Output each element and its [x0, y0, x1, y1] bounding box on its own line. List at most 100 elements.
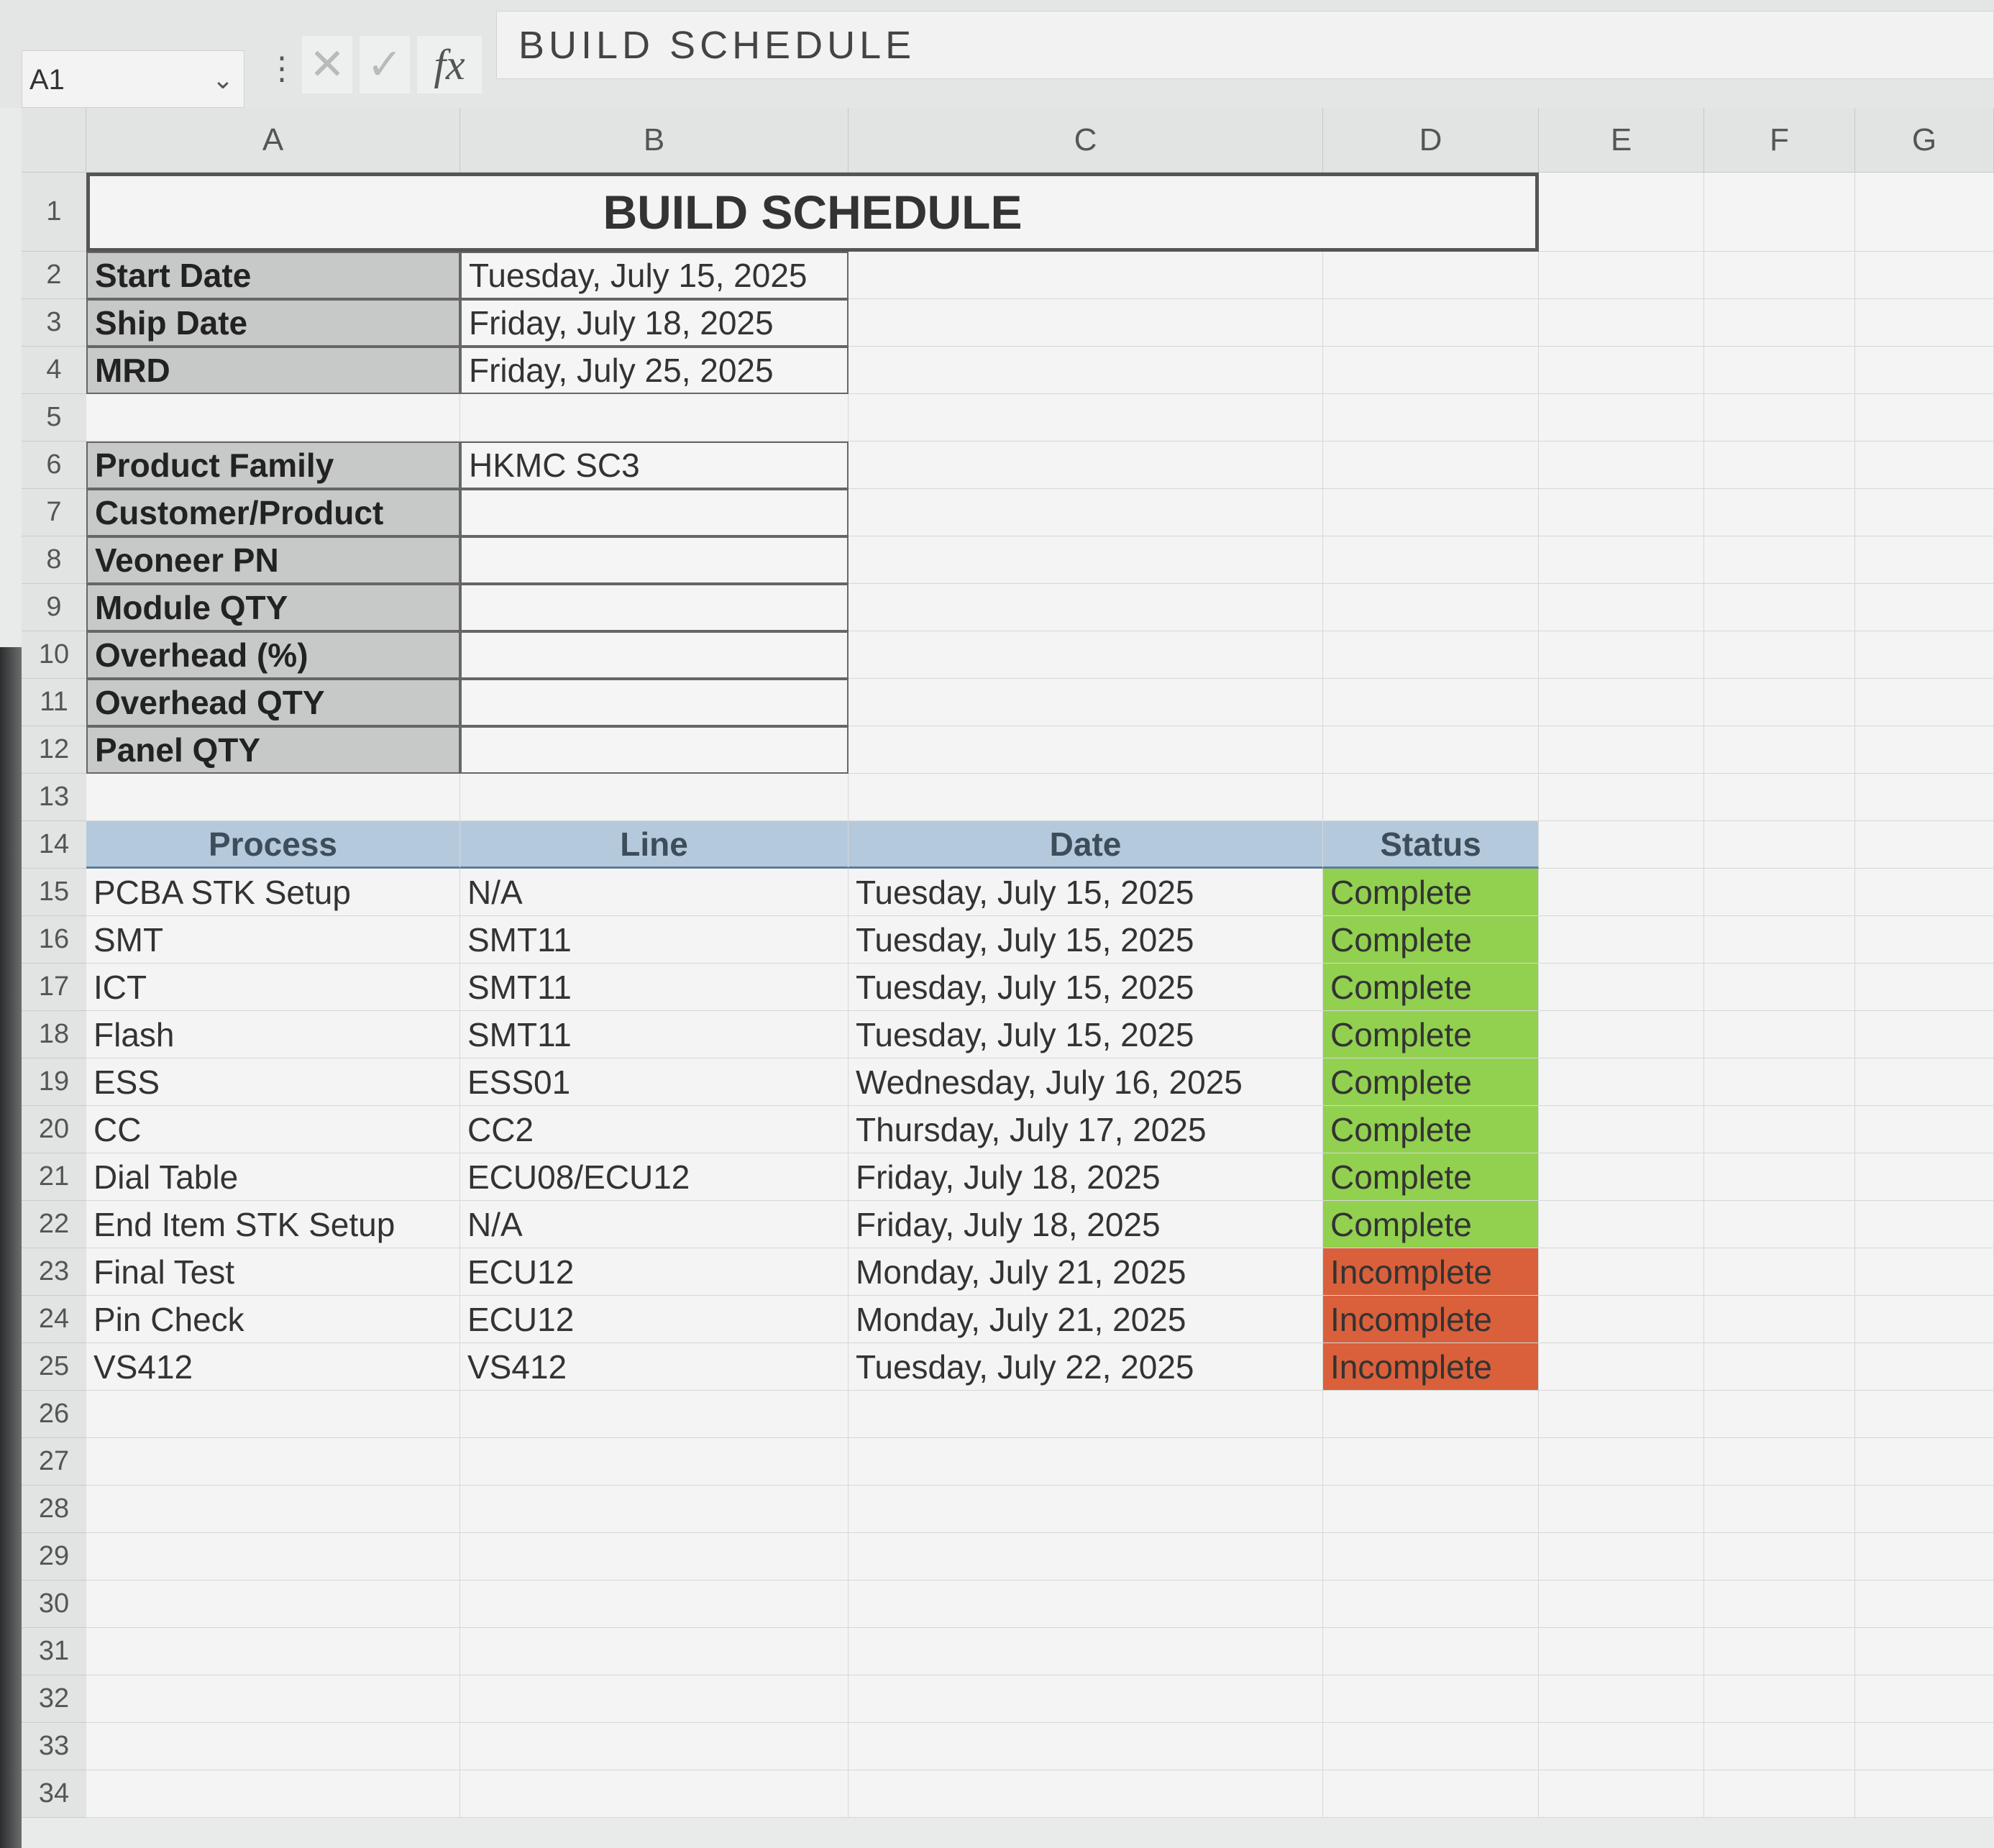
cell[interactable] — [1855, 1391, 1994, 1438]
cell[interactable] — [460, 1581, 849, 1628]
cancel-icon[interactable]: ✕ — [302, 36, 352, 93]
cell[interactable] — [86, 394, 460, 442]
status-cell[interactable]: Incomplete — [1323, 1248, 1539, 1296]
process-cell[interactable]: CC — [86, 1106, 460, 1153]
cell[interactable] — [1855, 1438, 1994, 1486]
cell[interactable] — [460, 1438, 849, 1486]
cell[interactable] — [849, 1770, 1323, 1818]
info-value[interactable] — [460, 631, 849, 679]
cell[interactable] — [1704, 394, 1855, 442]
cell[interactable] — [1855, 916, 1994, 964]
cell[interactable] — [1539, 173, 1704, 252]
process-cell[interactable]: Flash — [86, 1011, 460, 1058]
cell[interactable] — [1323, 394, 1539, 442]
cell[interactable] — [1323, 1723, 1539, 1770]
row-header-32[interactable]: 32 — [22, 1675, 86, 1723]
cell[interactable] — [1704, 774, 1855, 821]
process-cell[interactable]: ICT — [86, 964, 460, 1011]
column-header-D[interactable]: D — [1323, 108, 1539, 173]
cell[interactable] — [86, 1391, 460, 1438]
insert-function-button[interactable]: fx — [417, 36, 482, 93]
line-cell[interactable]: SMT11 — [460, 916, 849, 964]
cell[interactable] — [1323, 1581, 1539, 1628]
cell[interactable] — [1323, 584, 1539, 631]
info-label[interactable]: Overhead (%) — [86, 631, 460, 679]
line-cell[interactable]: SMT11 — [460, 964, 849, 1011]
info-value[interactable]: HKMC SC3 — [460, 442, 849, 489]
cell[interactable] — [1323, 1486, 1539, 1533]
cell[interactable] — [460, 1391, 849, 1438]
cell[interactable] — [1323, 347, 1539, 394]
cell[interactable] — [1539, 1581, 1704, 1628]
cell[interactable] — [1539, 869, 1704, 916]
cell[interactable] — [1704, 916, 1855, 964]
cell[interactable] — [1539, 1675, 1704, 1723]
cell[interactable] — [1855, 1533, 1994, 1581]
cell[interactable] — [1539, 252, 1704, 299]
column-header-F[interactable]: F — [1704, 108, 1855, 173]
cell[interactable] — [86, 1581, 460, 1628]
info-label[interactable]: Product Family — [86, 442, 460, 489]
cell[interactable] — [1704, 726, 1855, 774]
table-header-date[interactable]: Date — [849, 821, 1323, 869]
cell[interactable] — [1539, 536, 1704, 584]
cell[interactable] — [849, 347, 1323, 394]
row-header-28[interactable]: 28 — [22, 1486, 86, 1533]
line-cell[interactable]: N/A — [460, 1201, 849, 1248]
cell[interactable] — [1855, 394, 1994, 442]
cell[interactable] — [1704, 584, 1855, 631]
cell[interactable] — [1855, 1011, 1994, 1058]
cell[interactable] — [1323, 631, 1539, 679]
date-cell[interactable]: Wednesday, July 16, 2025 — [849, 1058, 1323, 1106]
cell[interactable] — [1704, 964, 1855, 1011]
row-header-17[interactable]: 17 — [22, 964, 86, 1011]
status-cell[interactable]: Complete — [1323, 1058, 1539, 1106]
line-cell[interactable]: ESS01 — [460, 1058, 849, 1106]
row-header-16[interactable]: 16 — [22, 916, 86, 964]
row-header-7[interactable]: 7 — [22, 489, 86, 536]
cell[interactable] — [849, 299, 1323, 347]
cell[interactable] — [1704, 1296, 1855, 1343]
row-header-10[interactable]: 10 — [22, 631, 86, 679]
date-cell[interactable]: Tuesday, July 22, 2025 — [849, 1343, 1323, 1391]
cell[interactable] — [1704, 1675, 1855, 1723]
cell[interactable] — [1855, 964, 1994, 1011]
cell[interactable] — [1855, 489, 1994, 536]
cell[interactable] — [1539, 774, 1704, 821]
cell[interactable] — [1323, 726, 1539, 774]
enter-icon[interactable]: ✓ — [360, 36, 410, 93]
cell[interactable] — [1704, 1486, 1855, 1533]
title-cell[interactable]: BUILD SCHEDULE — [86, 173, 1539, 252]
cell[interactable] — [849, 489, 1323, 536]
cell[interactable] — [1323, 252, 1539, 299]
date-cell[interactable]: Thursday, July 17, 2025 — [849, 1106, 1323, 1153]
line-cell[interactable]: ECU12 — [460, 1248, 849, 1296]
row-header-11[interactable]: 11 — [22, 679, 86, 726]
cell[interactable] — [1539, 964, 1704, 1011]
cell[interactable] — [1855, 347, 1994, 394]
cell[interactable] — [1539, 821, 1704, 869]
row-header-19[interactable]: 19 — [22, 1058, 86, 1106]
status-cell[interactable]: Complete — [1323, 916, 1539, 964]
cell[interactable] — [849, 1438, 1323, 1486]
cell[interactable] — [1704, 679, 1855, 726]
cell[interactable] — [1855, 1343, 1994, 1391]
cell[interactable] — [849, 1628, 1323, 1675]
cell[interactable] — [460, 1723, 849, 1770]
cell[interactable] — [849, 584, 1323, 631]
cell[interactable] — [1855, 1201, 1994, 1248]
cell[interactable] — [1539, 489, 1704, 536]
status-cell[interactable]: Complete — [1323, 1011, 1539, 1058]
cell[interactable] — [1539, 1533, 1704, 1581]
cell[interactable] — [1855, 869, 1994, 916]
cell[interactable] — [460, 1628, 849, 1675]
select-all-corner[interactable] — [22, 108, 86, 173]
cell[interactable] — [1855, 1058, 1994, 1106]
line-cell[interactable]: VS412 — [460, 1343, 849, 1391]
table-header-process[interactable]: Process — [86, 821, 460, 869]
cell[interactable] — [1704, 1201, 1855, 1248]
cell[interactable] — [1855, 442, 1994, 489]
cell[interactable] — [1323, 489, 1539, 536]
status-cell[interactable]: Complete — [1323, 869, 1539, 916]
cell[interactable] — [1323, 1533, 1539, 1581]
